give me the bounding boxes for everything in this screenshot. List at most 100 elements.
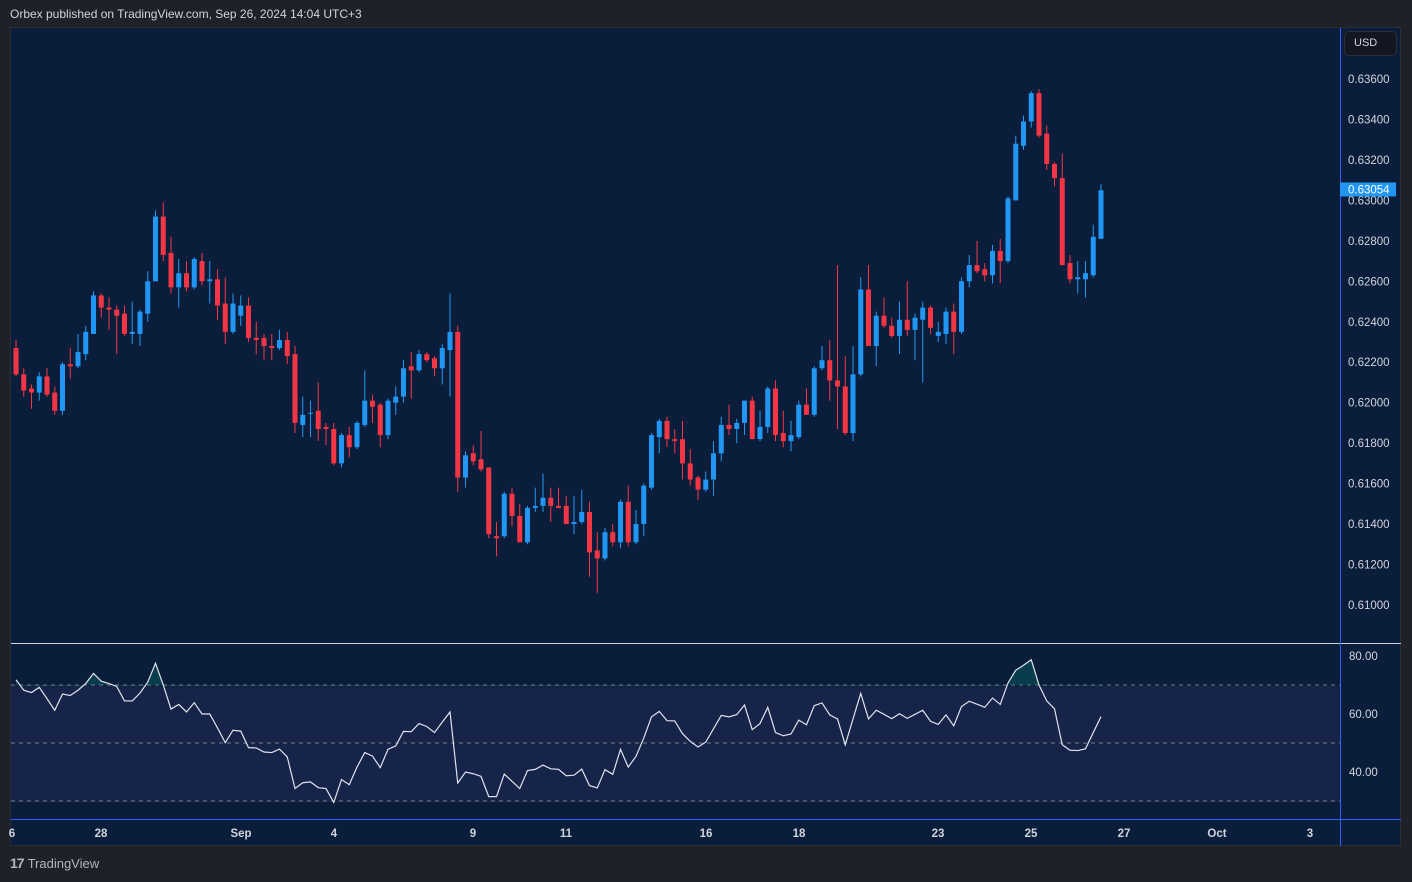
candle-bearish <box>664 416 670 448</box>
candle-body <box>215 279 220 306</box>
candle-bearish <box>13 339 19 377</box>
candle-bearish <box>827 339 833 401</box>
candle-bearish <box>377 402 383 448</box>
candle-body <box>672 439 678 442</box>
candle-body <box>253 337 259 340</box>
candle-body <box>284 339 290 357</box>
rsi-levels <box>11 684 1340 802</box>
candle-body <box>664 420 670 440</box>
candle-bearish <box>323 422 329 446</box>
candle-body <box>91 295 96 334</box>
candle-bearish <box>122 305 127 336</box>
candle-body <box>292 354 298 423</box>
candle-bearish <box>1044 125 1050 171</box>
candle-body <box>315 410 321 429</box>
candle-bearish <box>253 321 259 355</box>
candle-body <box>75 352 81 367</box>
candle-body <box>811 368 817 415</box>
candle-body <box>858 289 864 375</box>
candle-body <box>873 315 879 347</box>
candle-bullish <box>633 509 639 545</box>
candle-bullish <box>920 301 926 383</box>
price-tick-label: 0.63600 <box>1348 74 1390 86</box>
candle-bearish <box>269 333 275 361</box>
candle-body <box>974 265 980 272</box>
candle-bearish <box>199 252 205 286</box>
price-tick-label: 0.61000 <box>1348 600 1390 612</box>
currency-button[interactable]: USD <box>1344 31 1397 56</box>
candle-body <box>997 250 1003 262</box>
candle-body <box>36 376 42 393</box>
candle-body <box>928 307 933 328</box>
candle-body <box>687 463 693 480</box>
candle-body <box>525 507 530 543</box>
candle-body <box>788 435 794 442</box>
candle-bearish <box>804 388 809 415</box>
time-axis[interactable]: 6 28 Sep 4 9 11 16 18 23 25 27 Oct 3 <box>9 828 1313 840</box>
candle-bearish <box>951 303 957 355</box>
candle-bearish <box>168 236 174 294</box>
candle-bullish <box>1021 115 1026 150</box>
candle-bearish <box>610 524 616 547</box>
candle-body <box>773 388 778 436</box>
candle-body <box>532 505 538 508</box>
candle-bullish <box>742 400 747 436</box>
candle-bearish <box>21 368 27 397</box>
candle-bullish <box>796 400 802 440</box>
candle-bullish <box>649 433 654 490</box>
candle-bullish <box>959 277 964 334</box>
candle-body <box>432 358 437 369</box>
candle-bearish <box>67 348 73 379</box>
candle-bullish <box>385 398 391 440</box>
tradingview-logo-icon: 17 <box>10 855 25 871</box>
candle-bullish <box>1083 261 1088 298</box>
price-tick-label: 0.61200 <box>1348 560 1390 572</box>
candle-bearish <box>1052 161 1057 187</box>
candle-body <box>44 376 50 395</box>
candle-bullish <box>1005 196 1011 264</box>
candle-bullish <box>1098 184 1104 239</box>
candle-bearish <box>292 346 298 434</box>
price-tick-label: 0.63200 <box>1348 155 1390 167</box>
candle-bullish <box>230 293 236 334</box>
candle-body <box>757 426 763 440</box>
time-tick-label: 28 <box>95 828 108 840</box>
candle-bearish <box>548 487 554 523</box>
price-tick-label: 0.62800 <box>1348 236 1390 248</box>
candle-body <box>439 348 445 369</box>
candle-body <box>145 281 151 314</box>
candle-bullish <box>300 396 306 438</box>
candle-body <box>556 505 561 508</box>
candle-body <box>261 337 267 347</box>
candle-body <box>98 295 104 308</box>
candle-bearish <box>346 426 352 458</box>
candle-bullish <box>75 333 81 369</box>
candle-bearish <box>866 265 871 347</box>
price-tick-label: 0.62200 <box>1348 357 1390 369</box>
price-tick-label: 0.63400 <box>1348 114 1390 126</box>
candle-bearish <box>687 449 693 486</box>
candle-bearish <box>98 293 104 318</box>
candle-bullish <box>191 257 197 290</box>
candle-body <box>571 522 577 525</box>
candle-body <box>680 439 685 464</box>
candle-body <box>478 459 484 470</box>
price-axis[interactable]: 0.63600 0.63400 0.63200 0.63000 0.62800 0.626… <box>1348 74 1390 612</box>
candle-body <box>540 497 546 506</box>
candle-body <box>83 331 89 355</box>
candle-bullish <box>718 416 724 462</box>
candle-body <box>13 348 19 375</box>
candle-body <box>455 331 461 478</box>
candle-bullish <box>153 210 158 282</box>
candle-body <box>835 380 840 387</box>
rsi-axis[interactable]: 80.00 60.00 40.00 <box>1349 651 1378 779</box>
price-tick-label: 0.63000 <box>1348 195 1390 207</box>
candle-body <box>594 550 600 559</box>
candle-bearish <box>587 501 592 577</box>
candle-bullish <box>703 471 709 492</box>
candle-body <box>718 424 724 454</box>
candle-bearish <box>1036 89 1042 138</box>
candle-body <box>1036 93 1042 136</box>
candle-bearish <box>160 202 166 262</box>
